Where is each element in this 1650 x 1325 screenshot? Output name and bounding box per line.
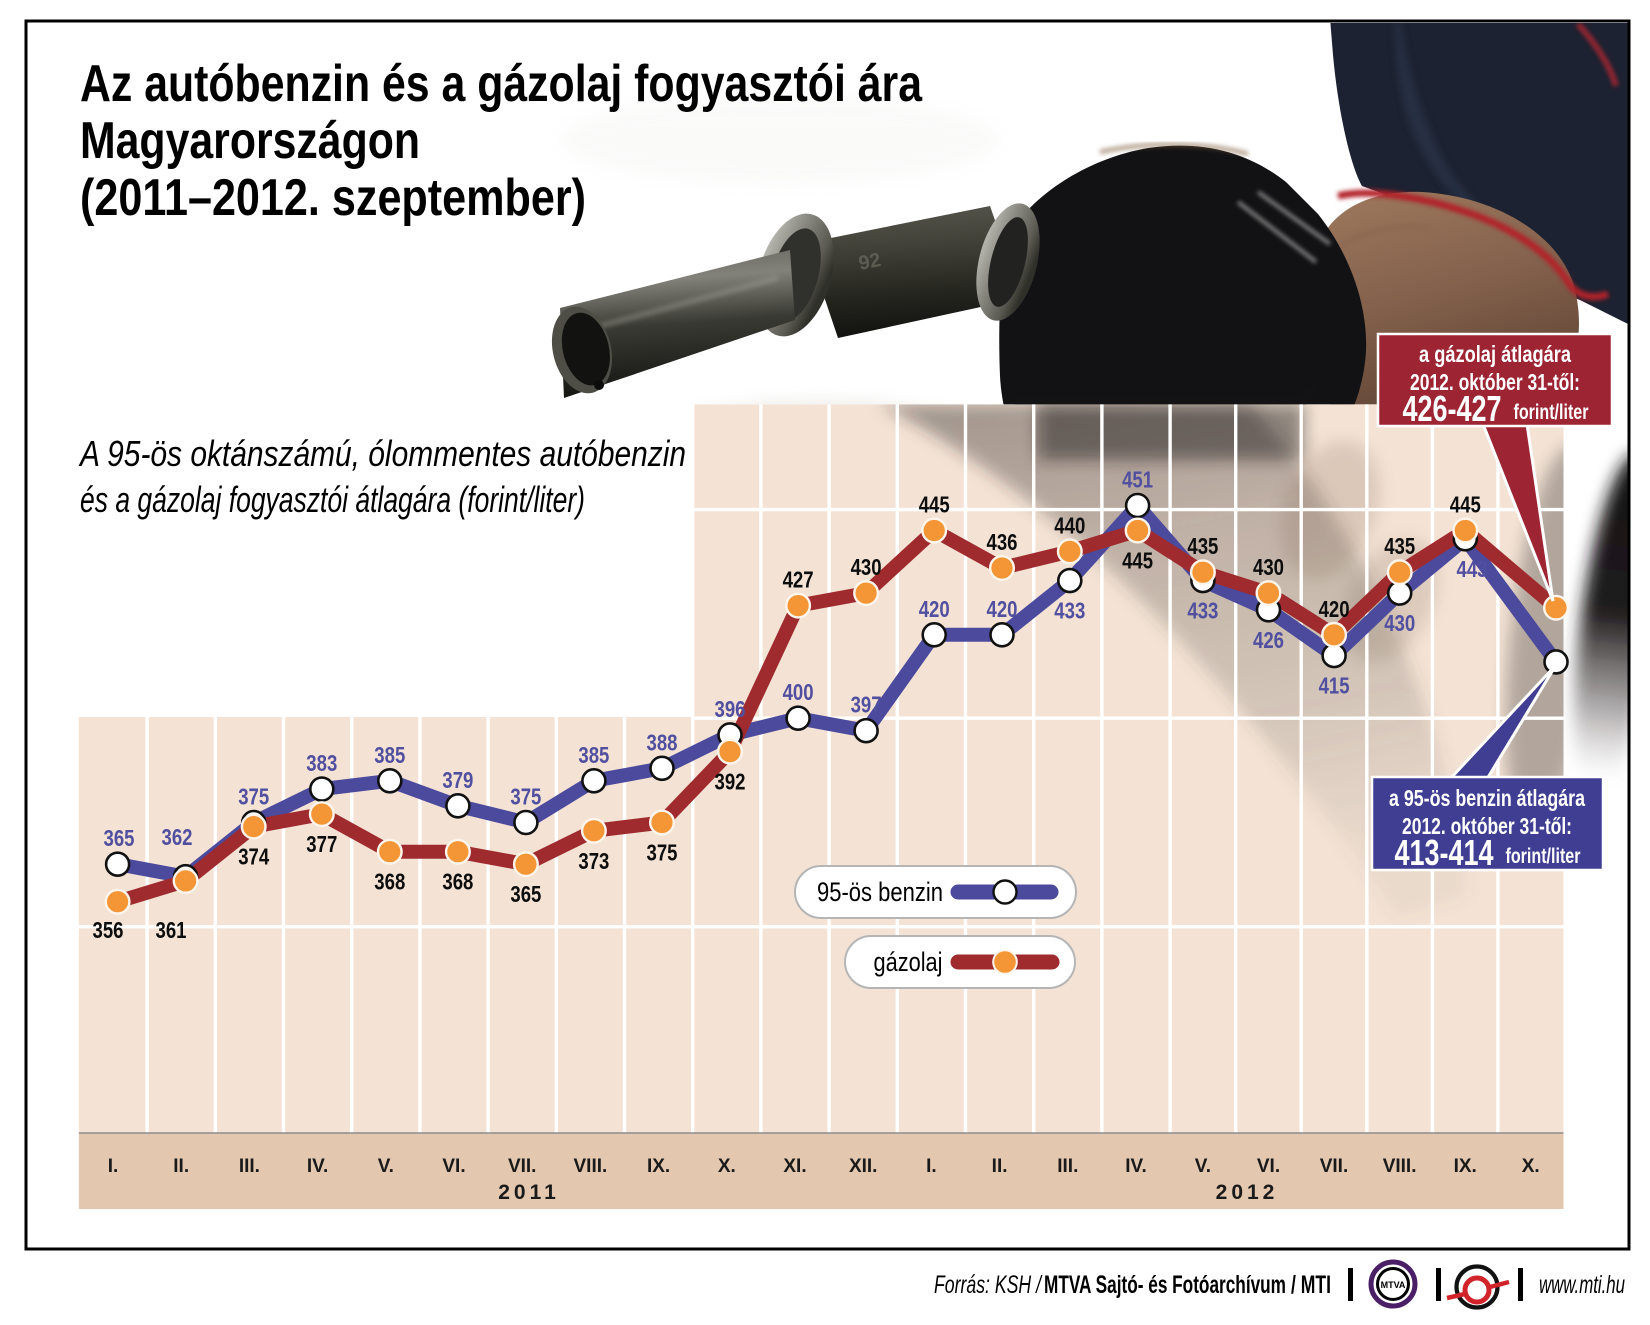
- svg-text:Magyarországon: Magyarországon: [80, 112, 420, 170]
- svg-text:IV.: IV.: [1125, 1156, 1147, 1177]
- svg-text:430: 430: [1384, 610, 1415, 636]
- svg-text:420: 420: [987, 596, 1018, 622]
- svg-text:2012. október 31-től:: 2012. október 31-től:: [1410, 369, 1580, 395]
- svg-text:436: 436: [987, 529, 1018, 555]
- svg-text:374: 374: [238, 844, 269, 870]
- svg-text:A 95-ös oktánszámú, ólommentes: A 95-ös oktánszámú, ólommentes autóbenzi…: [78, 433, 686, 474]
- svg-text:445: 445: [919, 492, 950, 518]
- svg-text:Forrás: KSH /: Forrás: KSH /: [934, 1271, 1043, 1299]
- svg-text:397: 397: [851, 692, 882, 718]
- svg-text:388: 388: [647, 729, 678, 755]
- svg-text:385: 385: [578, 742, 609, 768]
- svg-text:433: 433: [1187, 598, 1218, 624]
- svg-text:415: 415: [1319, 673, 1350, 699]
- svg-text:413-414: 413-414: [1395, 832, 1494, 873]
- svg-text:396: 396: [715, 696, 746, 722]
- svg-text:I.: I.: [108, 1156, 119, 1177]
- svg-text:IV.: IV.: [307, 1156, 329, 1177]
- svg-text:383: 383: [306, 750, 337, 776]
- svg-text:a gázolaj átlagára: a gázolaj átlagára: [1419, 341, 1571, 367]
- svg-text:426: 426: [1253, 627, 1284, 653]
- svg-text:430: 430: [1253, 554, 1284, 580]
- svg-text:forint/liter: forint/liter: [1514, 401, 1589, 424]
- svg-text:426-427: 426-427: [1403, 388, 1502, 429]
- svg-text:I.: I.: [926, 1156, 937, 1177]
- svg-text:2011: 2011: [498, 1181, 560, 1204]
- svg-text:95-ös benzin: 95-ös benzin: [817, 877, 943, 907]
- svg-text:365: 365: [104, 825, 135, 851]
- svg-text:MTVA: MTVA: [1381, 1280, 1406, 1290]
- svg-text:2012. október 31-től:: 2012. október 31-től:: [1402, 813, 1572, 839]
- svg-text:/ MTI: / MTI: [1291, 1271, 1331, 1299]
- svg-text:420: 420: [1319, 596, 1350, 622]
- svg-text:375: 375: [510, 784, 541, 810]
- svg-text:VII.: VII.: [1320, 1156, 1349, 1177]
- svg-text:379: 379: [442, 767, 473, 793]
- svg-text:forint/liter: forint/liter: [1506, 845, 1581, 868]
- svg-text:VIII.: VIII.: [1383, 1156, 1417, 1177]
- svg-text:gázolaj: gázolaj: [874, 947, 943, 977]
- svg-text:435: 435: [1384, 533, 1415, 559]
- svg-text:385: 385: [374, 742, 405, 768]
- svg-text:356: 356: [93, 917, 124, 943]
- svg-text:375: 375: [647, 840, 678, 866]
- svg-text:451: 451: [1122, 467, 1153, 493]
- svg-text:443: 443: [1457, 556, 1488, 582]
- svg-text:X.: X.: [1522, 1156, 1540, 1177]
- svg-text:361: 361: [156, 917, 187, 943]
- svg-text:430: 430: [851, 554, 882, 580]
- svg-text:392: 392: [715, 769, 746, 795]
- svg-text:368: 368: [374, 869, 405, 895]
- svg-text:VI.: VI.: [1257, 1156, 1280, 1177]
- svg-text:400: 400: [783, 679, 814, 705]
- svg-text:III.: III.: [239, 1156, 260, 1177]
- svg-text:VII.: VII.: [508, 1156, 537, 1177]
- svg-text:www.mti.hu: www.mti.hu: [1539, 1271, 1625, 1299]
- svg-text:III.: III.: [1057, 1156, 1078, 1177]
- svg-text:XII.: XII.: [849, 1156, 878, 1177]
- svg-text:377: 377: [306, 831, 337, 857]
- svg-text:X.: X.: [718, 1156, 736, 1177]
- svg-text:IX.: IX.: [647, 1156, 670, 1177]
- svg-text:és a gázolaj fogyasztói átlagá: és a gázolaj fogyasztói átlagára (forint…: [80, 479, 585, 520]
- svg-text:VIII.: VIII.: [574, 1156, 608, 1177]
- svg-text:427: 427: [783, 567, 814, 593]
- svg-text:2012: 2012: [1216, 1181, 1279, 1204]
- svg-text:MTVA Sajtó- és Fotóarchívum: MTVA Sajtó- és Fotóarchívum: [1044, 1271, 1286, 1299]
- svg-text:V.: V.: [1195, 1156, 1211, 1177]
- svg-text:Az autóbenzin és a gázolaj fog: Az autóbenzin és a gázolaj fogyasztói ár…: [80, 55, 923, 113]
- svg-text:445: 445: [1450, 492, 1481, 518]
- svg-text:420: 420: [919, 596, 950, 622]
- svg-text:92: 92: [857, 249, 883, 275]
- svg-text:440: 440: [1054, 512, 1085, 538]
- svg-text:368: 368: [442, 869, 473, 895]
- svg-text:VI.: VI.: [442, 1156, 465, 1177]
- svg-text:362: 362: [162, 824, 193, 850]
- svg-text:II.: II.: [173, 1156, 189, 1177]
- svg-text:365: 365: [510, 881, 541, 907]
- svg-text:373: 373: [578, 848, 609, 874]
- svg-text:V.: V.: [378, 1156, 394, 1177]
- svg-text:(2011–2012. szeptember): (2011–2012. szeptember): [80, 169, 586, 227]
- svg-text:IX.: IX.: [1454, 1156, 1477, 1177]
- svg-text:XI.: XI.: [783, 1156, 806, 1177]
- svg-text:445: 445: [1122, 548, 1153, 574]
- svg-text:433: 433: [1054, 598, 1085, 624]
- svg-text:375: 375: [238, 784, 269, 810]
- svg-text:435: 435: [1187, 533, 1218, 559]
- svg-text:II.: II.: [992, 1156, 1008, 1177]
- svg-text:a 95-ös benzin átlagára: a 95-ös benzin átlagára: [1389, 785, 1585, 811]
